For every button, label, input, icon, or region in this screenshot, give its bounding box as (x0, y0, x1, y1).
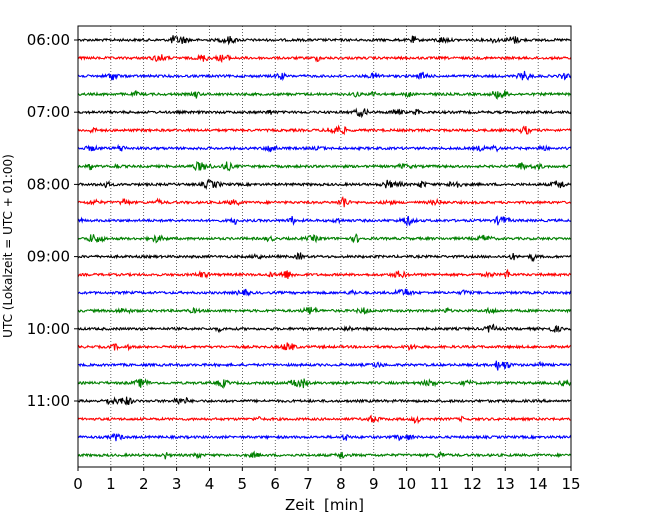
x-axis-label: Zeit [min] (285, 496, 364, 514)
trace-10:45 (77, 378, 572, 389)
trace-06:30 (77, 70, 572, 82)
x-tick-label: 14 (529, 475, 548, 493)
y-tick-label: 11:00 (27, 392, 70, 410)
y-tick-label: 08:00 (27, 175, 70, 193)
trace-11:45 (77, 450, 572, 460)
trace-07:45 (77, 160, 572, 172)
y-tick-label: 07:00 (27, 103, 70, 121)
trace-08:00 (77, 178, 572, 191)
x-tick-label: 10 (397, 475, 416, 493)
trace-11:30 (77, 433, 572, 442)
trace-layer (77, 35, 572, 460)
x-tick-label: 13 (496, 475, 515, 493)
x-tick-label: 8 (336, 475, 346, 493)
trace-06:15 (77, 53, 572, 64)
trace-06:00 (77, 35, 572, 46)
trace-11:00 (77, 396, 572, 406)
trace-09:15 (77, 268, 572, 279)
x-tick-label: 3 (172, 475, 182, 493)
trace-09:00 (77, 252, 572, 263)
y-tick-label: 06:00 (27, 31, 70, 49)
x-tick-label: 15 (561, 475, 580, 493)
y-tick-label: 09:00 (27, 248, 70, 266)
y-tick-label: 10:00 (27, 320, 70, 338)
trace-07:00 (77, 107, 572, 119)
trace-10:15 (77, 342, 572, 352)
plot-frame (77, 25, 572, 468)
trace-09:45 (77, 306, 572, 315)
trace-10:30 (77, 360, 572, 371)
trace-09:30 (77, 288, 572, 297)
trace-10:00 (77, 323, 572, 334)
x-tick-label: 5 (238, 475, 248, 493)
x-tick-label: 11 (430, 475, 449, 493)
trace-08:45 (77, 233, 572, 244)
x-tick-label: 6 (270, 475, 280, 493)
x-tick-label: 9 (369, 475, 379, 493)
x-tick-label: 2 (139, 475, 149, 493)
x-tick-label: 0 (73, 475, 83, 493)
trace-06:45 (77, 89, 572, 100)
y-axis-ticks: 06:00 07:00 08:00 09:00 10:00 11:00 (27, 31, 78, 410)
x-tick-label: 7 (303, 475, 313, 493)
y-axis-label: UTC (Lokalzeit = UTC + 01:00) (1, 154, 15, 338)
x-axis-ticks: 0 1 2 3 4 5 6 7 8 9 10 11 12 13 14 15 (73, 467, 581, 493)
x-tick-label: 1 (106, 475, 116, 493)
trace-07:15 (77, 124, 572, 136)
trace-08:15 (77, 195, 572, 208)
trace-07:30 (78, 143, 572, 153)
trace-11:15 (77, 414, 572, 425)
x-tick-label: 4 (205, 475, 215, 493)
trace-08:30 (77, 215, 572, 227)
x-tick-label: 12 (463, 475, 482, 493)
